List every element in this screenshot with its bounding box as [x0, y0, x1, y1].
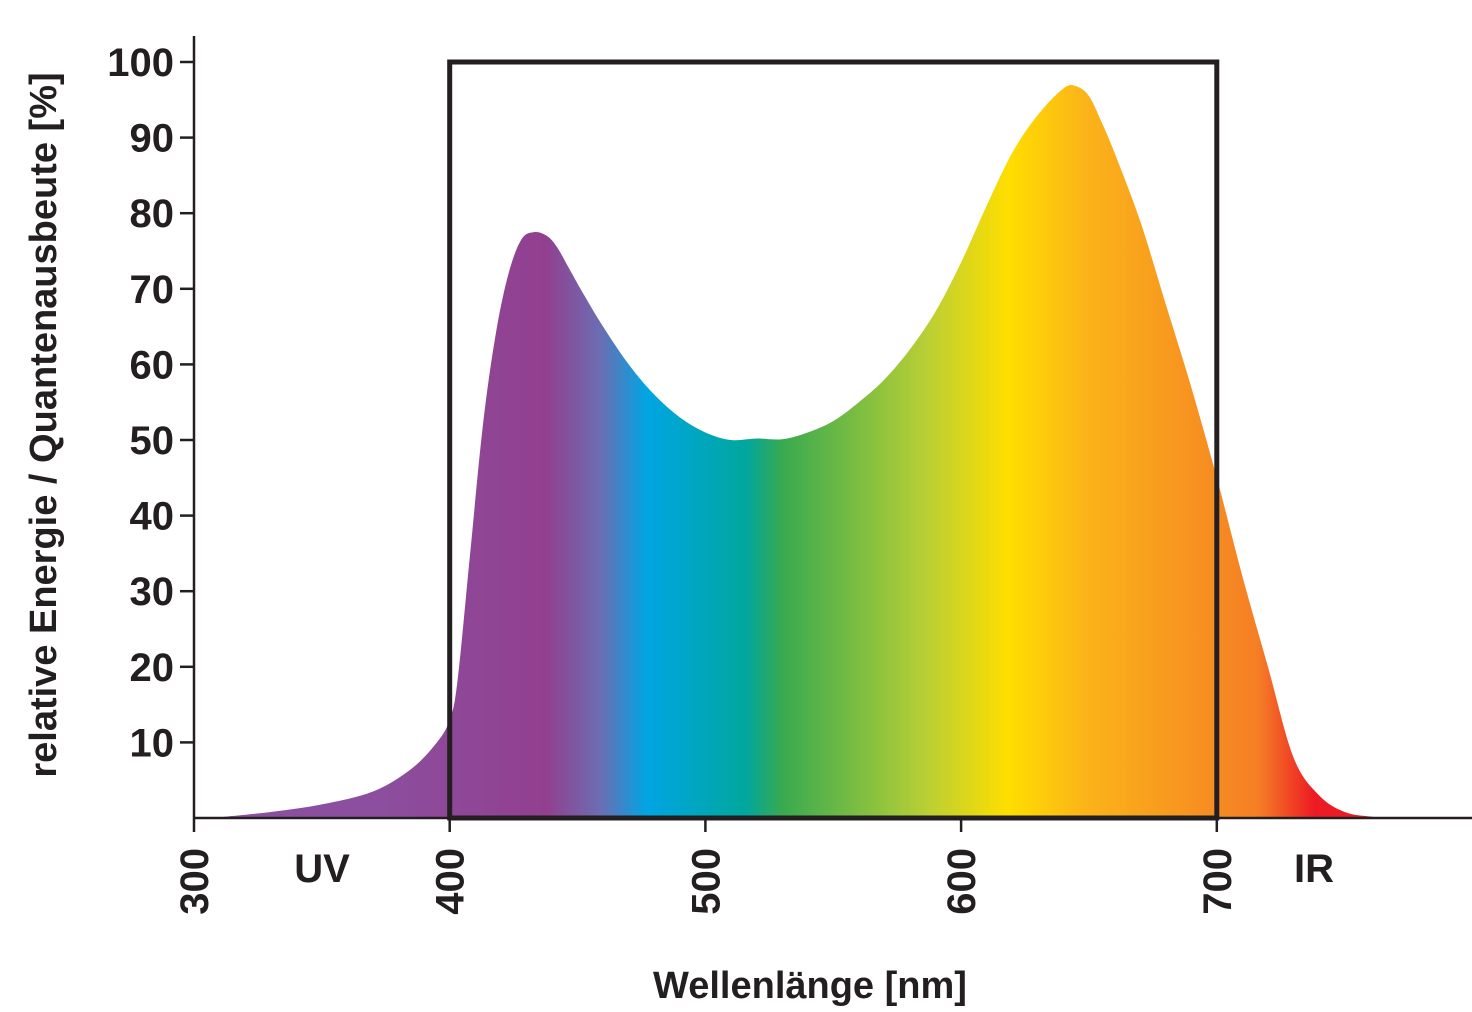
y-tick-label: 60 — [130, 343, 175, 387]
y-tick-label: 40 — [130, 495, 175, 539]
y-tick-label: 10 — [130, 721, 175, 765]
y-tick-label: 80 — [130, 192, 175, 236]
y-axis-ticks: 10 20 30 40 50 60 70 80 90 100 — [107, 41, 194, 765]
x-tick-label: 700 — [1196, 848, 1240, 915]
spectrum-area — [219, 85, 1389, 819]
x-tick-label: 300 — [173, 848, 217, 915]
y-tick-label: 100 — [107, 41, 174, 85]
y-tick-label: 70 — [130, 268, 175, 312]
ir-label: IR — [1294, 847, 1334, 891]
x-axis-ticks: 300 400 500 600 700 — [173, 818, 1240, 915]
axes — [192, 36, 1472, 820]
x-axis-title: Wellenlänge [nm] — [653, 965, 967, 1007]
y-axis-title: relative Energie / Quantenausbeute [%] — [23, 72, 65, 777]
y-tick-label: 50 — [130, 419, 175, 463]
y-tick-label: 20 — [130, 646, 175, 690]
x-tick-label: 600 — [940, 848, 984, 915]
y-tick-label: 30 — [130, 570, 175, 614]
x-tick-label: 500 — [684, 848, 728, 915]
x-tick-label: 400 — [429, 848, 473, 915]
y-tick-label: 90 — [130, 117, 175, 161]
uv-label: UV — [294, 847, 350, 891]
